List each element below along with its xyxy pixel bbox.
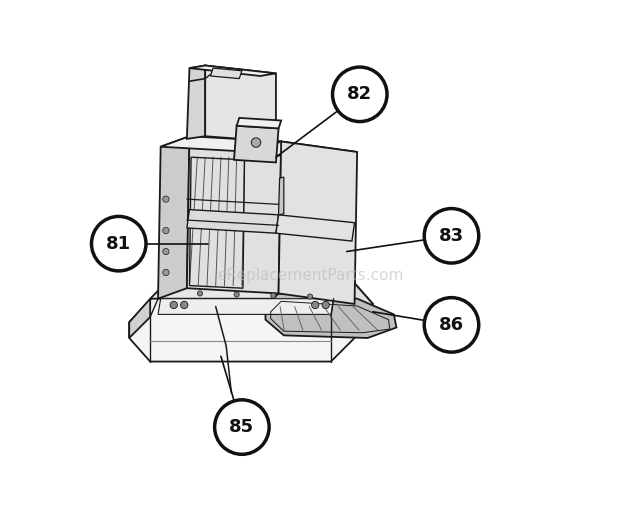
- Circle shape: [271, 293, 276, 298]
- Polygon shape: [210, 68, 242, 79]
- Polygon shape: [187, 136, 281, 293]
- Text: 81: 81: [106, 235, 131, 253]
- Text: 86: 86: [439, 316, 464, 334]
- Polygon shape: [158, 299, 334, 314]
- Polygon shape: [234, 126, 278, 162]
- Circle shape: [312, 301, 319, 309]
- Text: 83: 83: [439, 227, 464, 245]
- Polygon shape: [237, 118, 281, 128]
- Polygon shape: [252, 141, 357, 162]
- Polygon shape: [278, 177, 284, 215]
- Polygon shape: [276, 215, 355, 241]
- Polygon shape: [265, 293, 396, 338]
- Circle shape: [424, 298, 479, 352]
- Circle shape: [163, 248, 169, 255]
- Polygon shape: [129, 299, 150, 338]
- Polygon shape: [205, 66, 276, 141]
- Circle shape: [163, 269, 169, 276]
- Polygon shape: [161, 136, 281, 152]
- Circle shape: [234, 292, 239, 297]
- Circle shape: [424, 209, 479, 263]
- Polygon shape: [129, 280, 373, 362]
- Circle shape: [92, 216, 146, 271]
- Circle shape: [170, 301, 177, 309]
- Circle shape: [163, 196, 169, 202]
- Text: eReplacementParts.com: eReplacementParts.com: [217, 268, 403, 282]
- Polygon shape: [150, 280, 352, 299]
- Circle shape: [180, 301, 188, 309]
- Circle shape: [322, 301, 329, 309]
- Text: 82: 82: [347, 85, 373, 103]
- Circle shape: [308, 294, 312, 299]
- Polygon shape: [278, 141, 357, 304]
- Polygon shape: [187, 210, 278, 233]
- Polygon shape: [190, 66, 276, 76]
- Circle shape: [215, 400, 269, 454]
- Circle shape: [163, 227, 169, 234]
- Text: 85: 85: [229, 418, 254, 436]
- Polygon shape: [334, 280, 373, 322]
- Polygon shape: [187, 66, 205, 139]
- Circle shape: [251, 138, 261, 147]
- Polygon shape: [158, 136, 190, 299]
- Circle shape: [332, 67, 387, 122]
- Circle shape: [197, 291, 203, 296]
